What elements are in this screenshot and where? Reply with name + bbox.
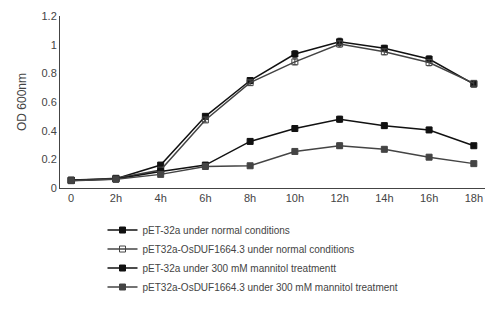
svg-text:4h: 4h — [155, 192, 167, 204]
svg-text:pET-32a under 300 mM mannitol: pET-32a under 300 mM mannitol treatmentt — [143, 263, 337, 274]
svg-text:10h: 10h — [286, 192, 304, 204]
svg-text:0: 0 — [68, 192, 74, 204]
svg-text:2h: 2h — [110, 192, 122, 204]
svg-text:pET32a-OsDUF1664.3 under 300 m: pET32a-OsDUF1664.3 under 300 mM mannitol… — [143, 282, 398, 293]
svg-text:1: 1 — [51, 39, 57, 51]
svg-text:14h: 14h — [375, 192, 393, 204]
svg-text:8h: 8h — [244, 192, 256, 204]
svg-text:12h: 12h — [330, 192, 348, 204]
svg-text:0.8: 0.8 — [42, 67, 57, 79]
svg-text:0: 0 — [51, 182, 57, 194]
svg-text:0.6: 0.6 — [42, 96, 57, 108]
svg-text:pET-32a under normal condition: pET-32a under normal conditions — [143, 225, 290, 236]
svg-text:16h: 16h — [420, 192, 438, 204]
svg-text:pET32a-OsDUF1664.3 under norma: pET32a-OsDUF1664.3 under normal conditio… — [143, 244, 355, 255]
svg-text:0.4: 0.4 — [42, 125, 57, 137]
svg-text:0.2: 0.2 — [42, 153, 57, 165]
svg-text:6h: 6h — [199, 192, 211, 204]
svg-text:18h: 18h — [465, 192, 483, 204]
svg-text:1.2: 1.2 — [42, 10, 57, 22]
svg-text:OD 600nm: OD 600nm — [15, 73, 29, 131]
